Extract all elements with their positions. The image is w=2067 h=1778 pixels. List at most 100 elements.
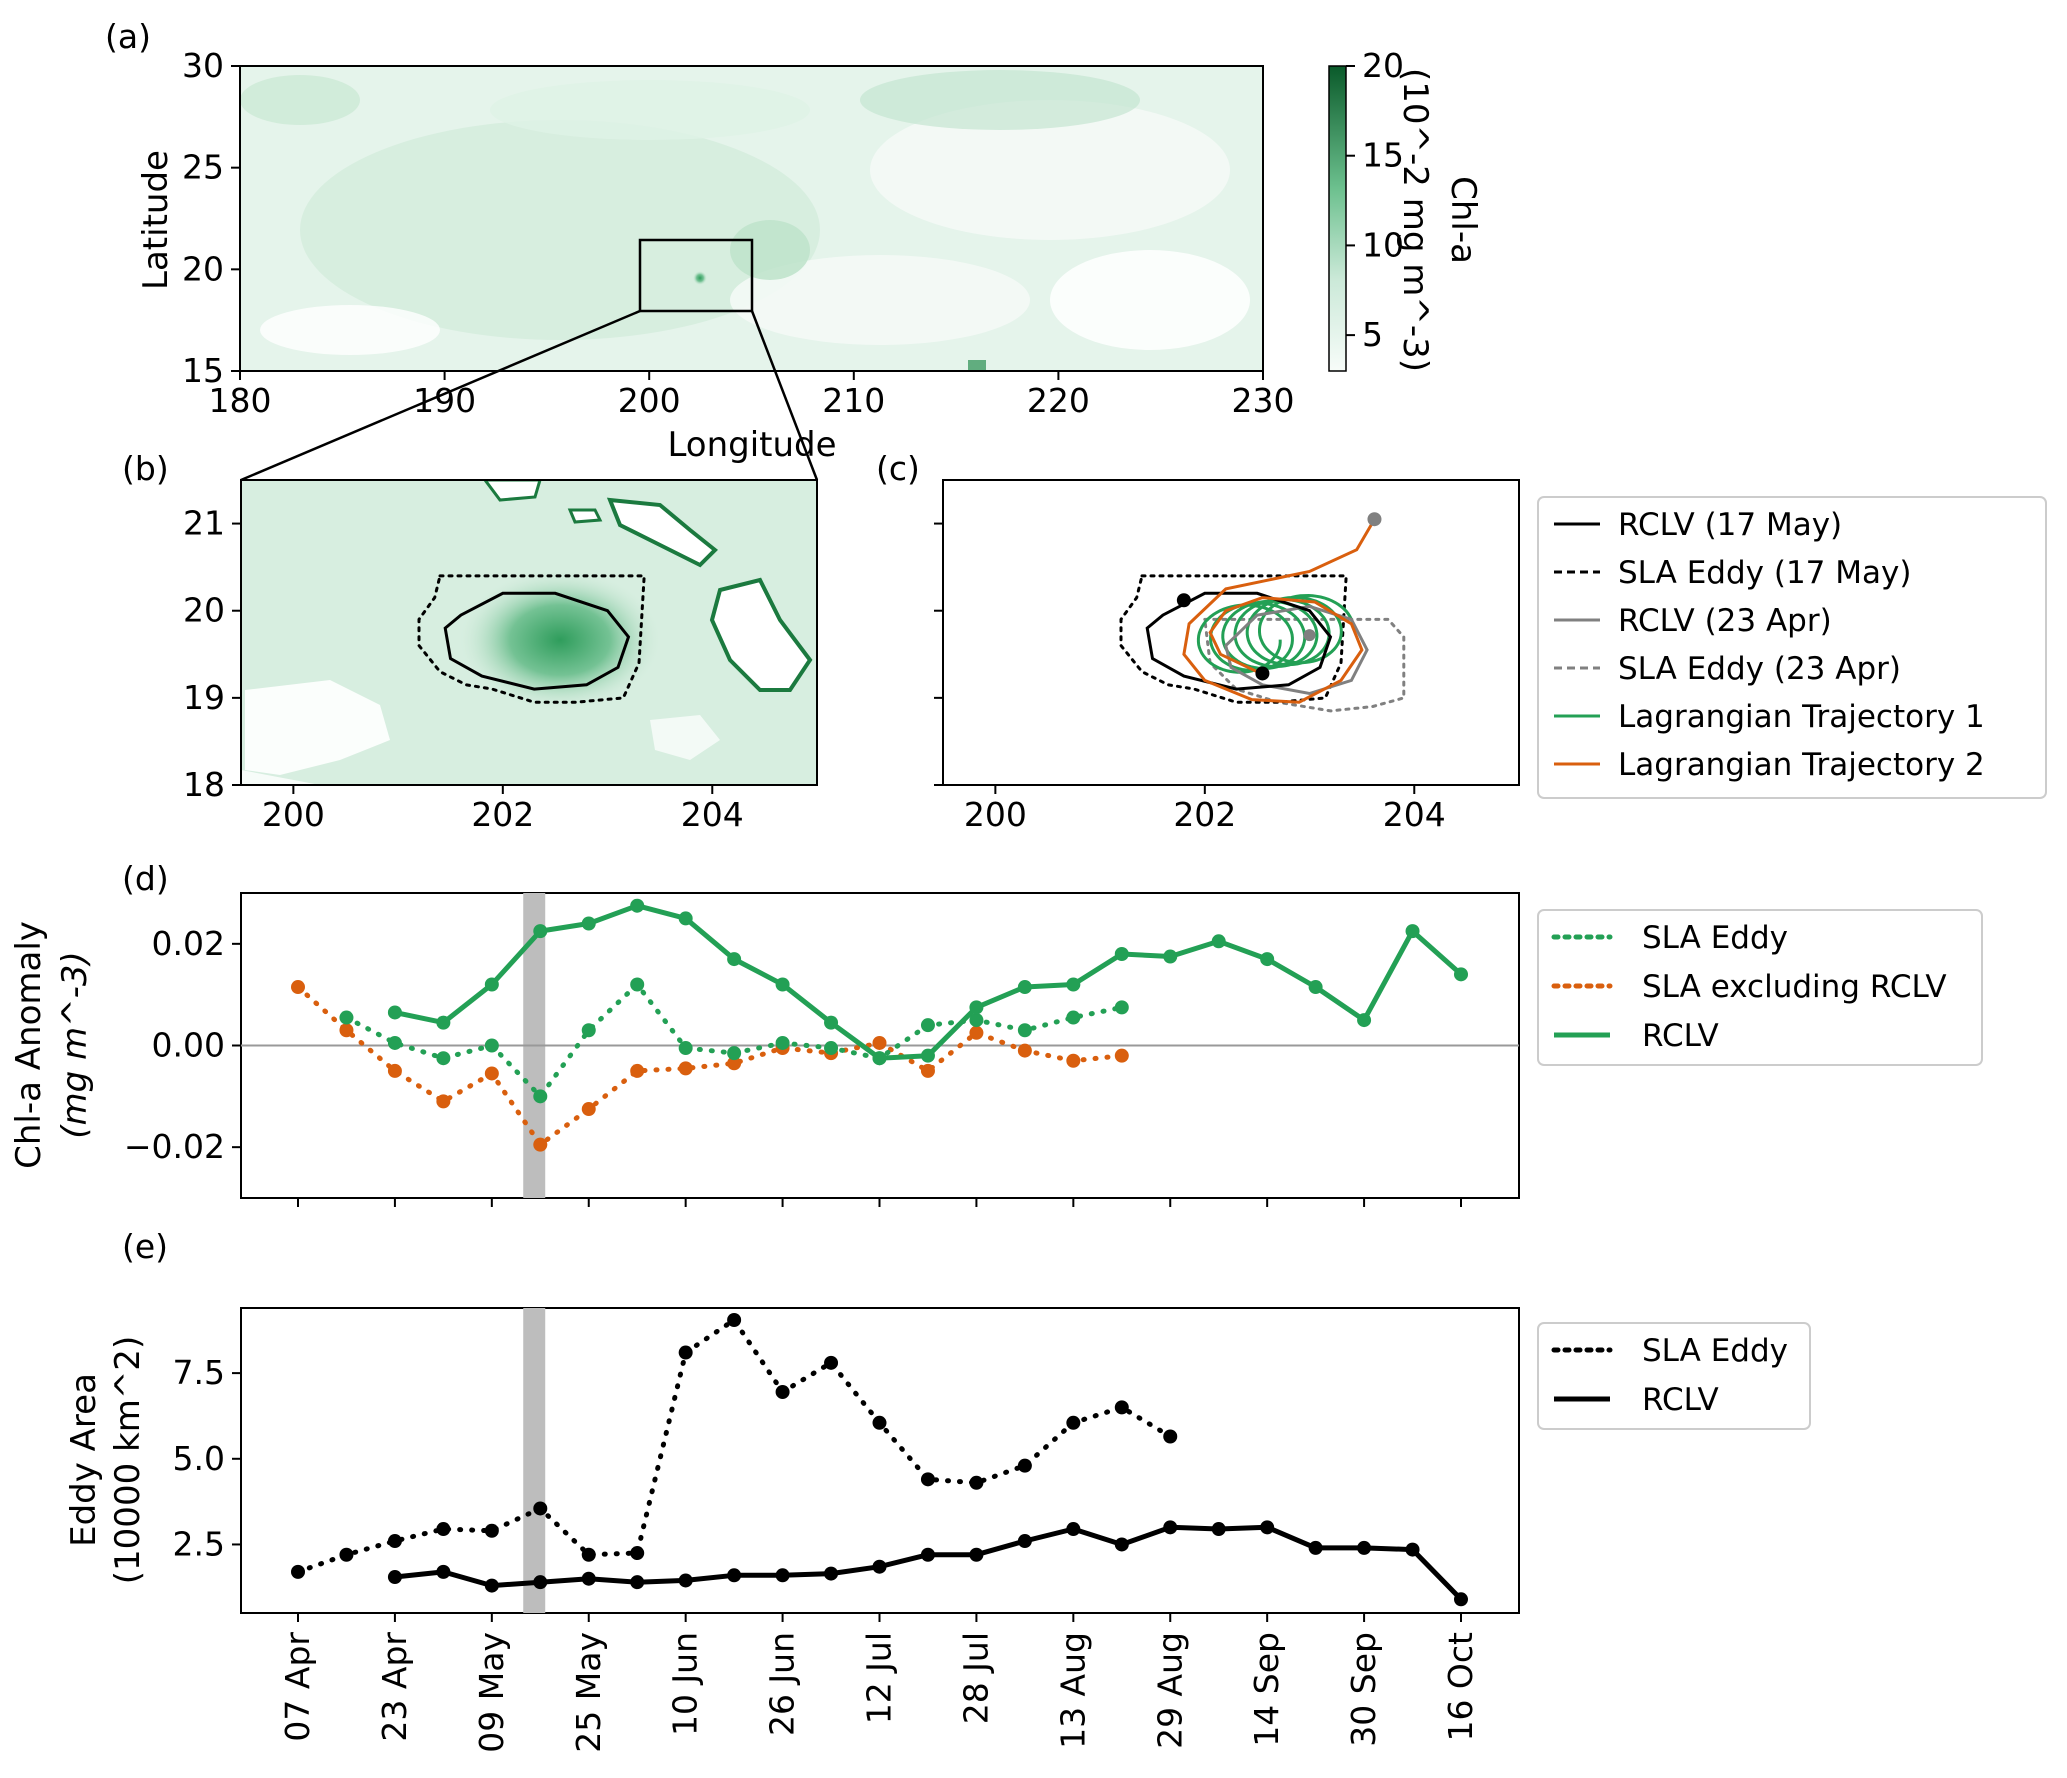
trajectory-2-end-marker — [1176, 593, 1191, 608]
rclv-point — [678, 911, 693, 926]
sla-excluding-rclv-point — [630, 1063, 645, 1078]
sla-eddy-point — [920, 1018, 935, 1033]
panel-label-b: (b) — [122, 449, 169, 488]
sla-eddy-17may — [1119, 574, 1348, 704]
sla-eddy-contour — [417, 574, 646, 704]
panel-b-contours — [417, 574, 646, 704]
panel-a-xlabel: Longitude — [667, 425, 836, 465]
rclv-point — [387, 1005, 402, 1020]
date-tick-label: 25 May — [569, 1632, 608, 1753]
legend-label-traj2: Lagrangian Trajectory 2 — [1618, 747, 1985, 783]
date-tick-label: 12 Jul — [860, 1632, 899, 1724]
colorbar-tick-label: 15 — [1362, 136, 1404, 175]
panel-c-xtick-label: 202 — [1173, 795, 1236, 834]
sla-excluding-rclv-point — [678, 1061, 693, 1076]
panel-a-xtick-label: 180 — [209, 381, 272, 420]
rclv-area-point — [1405, 1542, 1420, 1557]
panel-e-frame — [240, 1307, 1520, 1614]
sla-excluding-rclv-point — [1066, 1053, 1081, 1068]
sla-excluding-rclv-point — [339, 1023, 354, 1038]
date-tick-label: 30 Sep — [1344, 1632, 1383, 1747]
panel-e-legend: SLA Eddy RCLV — [1537, 1322, 1811, 1430]
legend-label-e-rclv: RCLV — [1642, 1382, 1719, 1418]
legend-label-d-sla-excl: SLA excluding RCLV — [1642, 969, 1947, 1005]
rclv-point — [581, 916, 596, 931]
sla-eddy-point — [484, 1038, 499, 1053]
highlight-band — [523, 1308, 546, 1613]
panel-c-frame — [942, 479, 1520, 786]
rclv-point — [1260, 952, 1275, 967]
panel-c-contours — [1119, 512, 1406, 713]
panel-c-xtick-label: 200 — [964, 795, 1027, 834]
rclv-area-point — [630, 1575, 645, 1590]
panel-c-legend: RCLV (17 May) SLA Eddy (17 May) RCLV (23… — [1537, 496, 2047, 799]
rclv-point — [775, 977, 790, 992]
sla-excluding-rclv-point — [291, 980, 305, 995]
panel-a-ytick-label: 15 — [182, 351, 224, 390]
rclv-area-point — [824, 1566, 839, 1581]
rclv-area-point — [581, 1571, 596, 1586]
rclv-point — [824, 1015, 839, 1030]
date-tick-label: 26 Jun — [763, 1632, 802, 1736]
date-tick-label: 28 Jul — [956, 1632, 995, 1724]
panel-d-ylabel: Chl-a Anomaly (mg m^-3) — [9, 921, 95, 1169]
rclv-area-point — [1454, 1592, 1468, 1607]
panel-a-xtick-label: 230 — [1232, 381, 1295, 420]
panel-b-texture — [241, 480, 813, 785]
rclv-point — [1066, 977, 1081, 992]
sla-eddy-area-point — [436, 1522, 451, 1537]
sla-eddy-area-point — [1017, 1458, 1032, 1473]
rclv-point — [969, 1000, 984, 1015]
sla-excluding-rclv-point — [1114, 1048, 1129, 1063]
rclv-area-point — [1260, 1520, 1275, 1535]
sla-excluding-rclv-point — [533, 1137, 548, 1152]
panel-d-legend: SLA Eddy SLA excluding RCLV RCLV — [1537, 909, 1983, 1066]
sla-excluding-rclv-point — [920, 1063, 935, 1078]
sla-eddy-area-point — [969, 1475, 984, 1490]
rclv-area-point — [533, 1575, 548, 1590]
rclv-point — [1405, 924, 1420, 939]
rclv-area-point — [872, 1559, 887, 1574]
panel-a-ytick-label: 25 — [182, 148, 224, 187]
rclv-23apr — [1224, 604, 1369, 696]
panel-b-map: 200 202 204 18 19 20 21 — [183, 479, 818, 834]
colorbar-title: Chl-a — [1443, 176, 1483, 264]
sla-eddy-point — [1114, 1000, 1129, 1015]
panel-label-e: (e) — [122, 1227, 168, 1266]
legend-label-traj1: Lagrangian Trajectory 1 — [1618, 699, 1985, 735]
rclv-point — [1454, 967, 1468, 982]
sla-eddy-point — [678, 1041, 693, 1056]
panel-d-ylabel-title: Chl-a Anomaly — [9, 921, 49, 1169]
sla-eddy-area-point — [630, 1546, 645, 1561]
sla-excluding-rclv-point — [436, 1094, 451, 1109]
sla-eddy-area-point — [581, 1547, 596, 1562]
date-tick-label: 16 Oct — [1441, 1632, 1480, 1742]
rclv-point — [1211, 934, 1226, 949]
panel-a-ytick-label: 20 — [182, 249, 224, 288]
rclv-point — [1357, 1013, 1372, 1028]
sla-eddy-area-point — [387, 1534, 402, 1549]
trajectory-1-start-marker — [1303, 629, 1316, 642]
ytick-label: 2.5 — [173, 1524, 225, 1563]
rclv-area-point — [920, 1547, 935, 1562]
panel-b-ytick-label: 18 — [183, 765, 225, 804]
lagrangian-trajectory-1 — [1196, 593, 1355, 674]
rclv-area-point — [1163, 1520, 1178, 1535]
sla-excluding-rclv-point — [581, 1102, 596, 1117]
rclv-point — [1114, 947, 1129, 961]
rclv-area-point — [969, 1547, 984, 1562]
colorbar-tick-label: 20 — [1362, 46, 1404, 85]
sla-eddy-area-point — [533, 1501, 548, 1516]
rclv-point — [872, 1051, 887, 1066]
sla-eddy-area-point — [775, 1384, 790, 1399]
legend-label-rclv-23apr: RCLV (23 Apr) — [1618, 603, 1832, 639]
rclv-point — [436, 1015, 451, 1030]
sla-eddy-area-point — [339, 1547, 354, 1562]
panel-a-xtick-label: 210 — [822, 381, 885, 420]
sla-excluding-rclv-point — [484, 1066, 499, 1081]
panel-b-xtick-label: 202 — [471, 795, 534, 834]
panel-a-xtick-label: 190 — [413, 381, 476, 420]
panel-e-ylabel-title: Eddy Area — [64, 1373, 104, 1547]
rclv-area-point — [1211, 1522, 1226, 1537]
legend-label-sla-17may: SLA Eddy (17 May) — [1618, 555, 1911, 591]
